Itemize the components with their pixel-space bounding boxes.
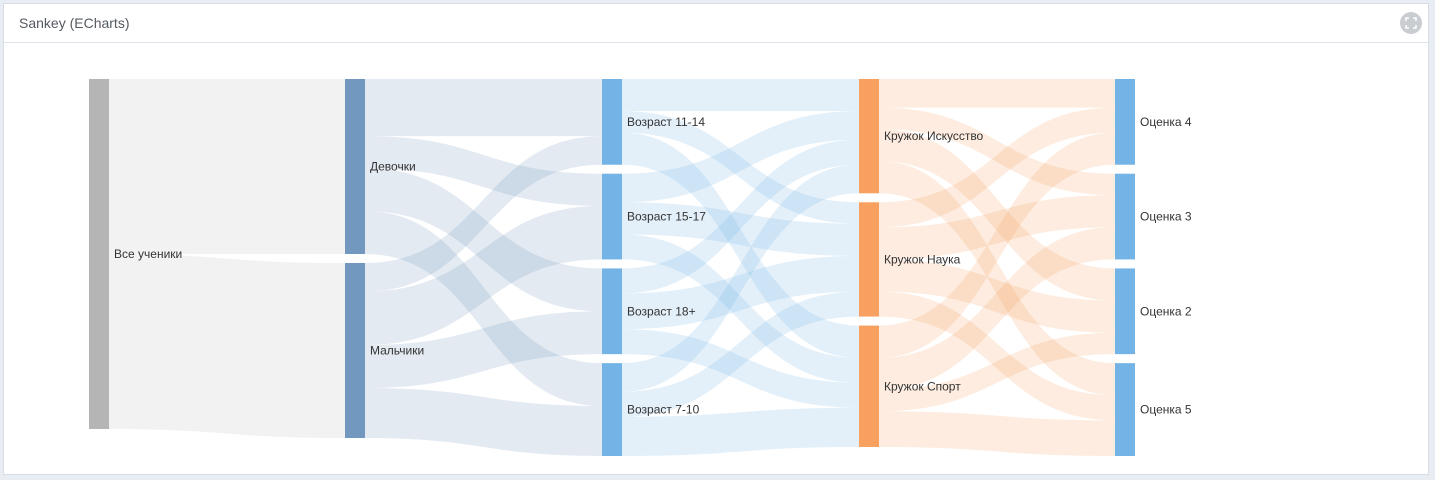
sankey-link[interactable]	[622, 202, 859, 256]
sankey-link[interactable]	[879, 161, 1115, 396]
sankey-link[interactable]	[365, 136, 602, 292]
chart-panel: Sankey (ECharts) Все ученики Девочки Мальч…	[3, 3, 1429, 475]
sankey-link[interactable]	[879, 107, 1115, 196]
sankey-link[interactable]	[365, 388, 602, 456]
sankey-node[interactable]	[602, 173, 622, 260]
sankey-node-label: Кружок Искусство	[884, 129, 984, 143]
sankey-node-label: Мальчики	[370, 344, 424, 358]
sankey-chart: Все ученики Девочки Мальчики Возраст 11-14 В…	[89, 79, 1192, 456]
sankey-node[interactable]	[345, 79, 365, 254]
sankey-node[interactable]	[1115, 173, 1135, 260]
sankey-link[interactable]	[879, 227, 1115, 390]
sankey-node[interactable]	[345, 263, 365, 438]
sankey-link[interactable]	[365, 311, 602, 388]
sankey-node[interactable]	[1115, 363, 1135, 456]
sankey-link[interactable]	[622, 111, 859, 224]
panel-header: Sankey (ECharts)	[4, 4, 1428, 43]
sankey-node[interactable]	[859, 325, 879, 447]
panel-title: Sankey (ECharts)	[19, 15, 130, 31]
sankey-nodes	[89, 79, 1135, 456]
sankey-link[interactable]	[365, 79, 602, 137]
sankey-node-label: Все ученики	[114, 247, 182, 261]
sankey-node-label: Возраст 18+	[627, 304, 696, 318]
sankey-link[interactable]	[879, 79, 1115, 108]
sankey-link[interactable]	[622, 111, 859, 203]
sankey-node-label: Оценка 5	[1140, 403, 1192, 417]
sankey-link[interactable]	[622, 255, 859, 330]
sankey-node-label: Возраст 11-14	[627, 115, 705, 129]
sankey-node-label: Оценка 2	[1140, 304, 1192, 318]
sankey-link[interactable]	[622, 234, 859, 383]
sankey-link[interactable]	[109, 254, 345, 438]
sankey-link[interactable]	[622, 79, 859, 112]
sankey-link[interactable]	[879, 259, 1115, 333]
sankey-node-label: Возраст 7-10	[627, 403, 700, 417]
sankey-link[interactable]	[879, 411, 1115, 456]
expand-icon	[1405, 17, 1417, 29]
sankey-node-label: Кружок Спорт	[884, 379, 961, 393]
sankey-node[interactable]	[859, 202, 879, 317]
sankey-node[interactable]	[1115, 79, 1135, 165]
sankey-link[interactable]	[622, 164, 859, 392]
sankey-link[interactable]	[879, 291, 1115, 421]
sankey-link[interactable]	[622, 139, 859, 294]
sankey-link[interactable]	[622, 291, 859, 417]
sankey-link[interactable]	[622, 132, 859, 358]
sankey-link[interactable]	[879, 129, 1115, 301]
sankey-link[interactable]	[365, 168, 602, 312]
sankey-node[interactable]	[602, 363, 622, 456]
sankey-link[interactable]	[365, 205, 602, 346]
sankey-node[interactable]	[602, 79, 622, 165]
sankey-link[interactable]	[622, 329, 859, 408]
sankey-node-label: Девочки	[370, 160, 416, 174]
sankey-node-label: Оценка 3	[1140, 210, 1192, 224]
sankey-node[interactable]	[602, 268, 622, 355]
sankey-link[interactable]	[365, 136, 602, 206]
sankey-link[interactable]	[109, 79, 345, 254]
sankey-link[interactable]	[622, 407, 859, 456]
sankey-node[interactable]	[89, 79, 109, 429]
sankey-links	[109, 79, 1115, 456]
sankey-node[interactable]	[1115, 268, 1135, 355]
sankey-labels: Все ученики Девочки Мальчики Возраст 11-14 В…	[114, 115, 1192, 417]
sankey-node-label: Возраст 15-17	[627, 210, 706, 224]
sankey-node[interactable]	[859, 79, 879, 194]
sankey-link[interactable]	[879, 132, 1115, 358]
sankey-link[interactable]	[879, 107, 1115, 228]
sankey-node-label: Кружок Наука	[884, 252, 961, 266]
sankey-link[interactable]	[365, 211, 602, 406]
sankey-node-label: Оценка 4	[1140, 115, 1192, 129]
sankey-link[interactable]	[879, 332, 1115, 412]
fullscreen-button[interactable]	[1400, 12, 1422, 34]
sankey-link[interactable]	[879, 195, 1115, 260]
